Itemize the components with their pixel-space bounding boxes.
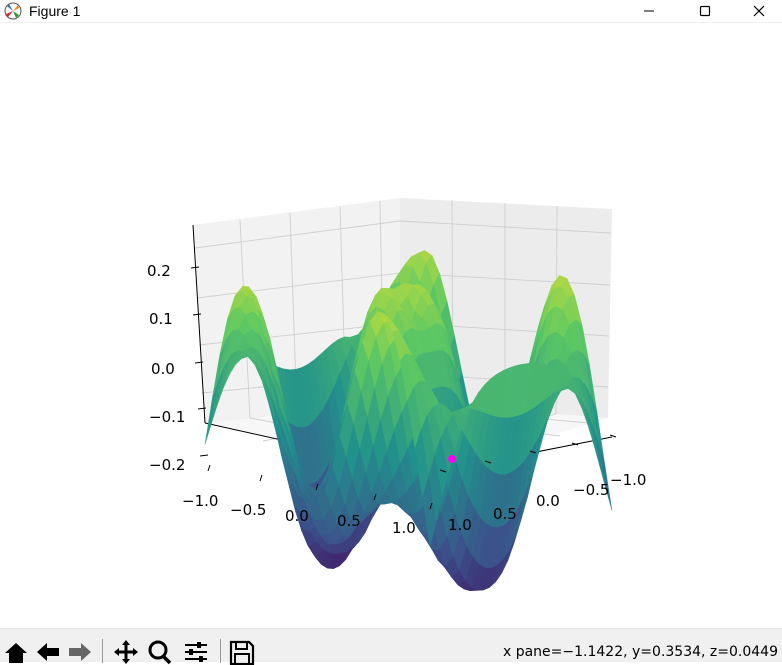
tick-mark	[571, 442, 579, 446]
minimize-button[interactable]	[626, 0, 672, 22]
surface-mesh	[204, 250, 613, 591]
tick-mark	[192, 313, 202, 316]
window-title: Figure 1	[29, 3, 81, 19]
z-tick-label: −0.1	[149, 408, 185, 426]
minimize-icon	[644, 10, 654, 12]
zoom-icon[interactable]	[146, 639, 174, 665]
surface-plot[interactable]: 0.2 0.1 0.0 −0.1 −0.2 −1.0 −0.5 0.0 0.5 …	[0, 23, 782, 627]
maximize-icon	[699, 5, 711, 17]
title-bar: Figure 1	[0, 0, 782, 23]
status-readout: x pane=−1.1422, y=0.3534, z=0.0449	[502, 644, 778, 660]
tick-mark	[429, 502, 433, 510]
x-tick-label: −1.0	[182, 492, 218, 510]
tick-mark	[315, 483, 319, 491]
y-tick-label: −0.5	[573, 481, 609, 499]
navigation-toolbar: x pane=−1.1422, y=0.3534, z=0.0449	[0, 628, 782, 665]
figure-canvas[interactable]: 0.2 0.1 0.0 −0.1 −0.2 −1.0 −0.5 0.0 0.5 …	[0, 23, 782, 627]
close-icon	[753, 5, 765, 17]
x-tick-label: 0.5	[337, 512, 361, 530]
y-tick-label: 0.0	[536, 492, 560, 510]
surface-facet	[422, 476, 437, 547]
tick-mark	[373, 493, 377, 501]
x-tick-label: 1.0	[392, 519, 416, 537]
z-tick-label: 0.1	[149, 310, 173, 328]
toolbar-separator	[220, 639, 221, 663]
back-icon[interactable]	[34, 639, 62, 665]
tick-mark	[194, 361, 204, 364]
y-tick-label: 0.5	[493, 505, 517, 523]
tick-mark	[190, 266, 200, 269]
tick-mark	[484, 460, 492, 464]
tick-marks	[190, 266, 617, 510]
tick-mark	[529, 450, 537, 454]
x-tick-label: 0.0	[285, 507, 309, 525]
pan-icon[interactable]	[112, 639, 140, 665]
tick-mark	[207, 464, 211, 472]
y-tick-label: 1.0	[448, 516, 472, 534]
x-tick-label: −0.5	[230, 501, 266, 519]
tick-mark	[609, 434, 617, 438]
forward-icon[interactable]	[66, 639, 94, 665]
tick-mark	[197, 407, 207, 410]
close-button[interactable]	[736, 0, 782, 22]
tick-mark	[259, 474, 263, 482]
z-tick-label: −0.2	[149, 456, 185, 474]
configure-icon[interactable]	[182, 639, 210, 665]
save-icon[interactable]	[228, 639, 256, 665]
toolbar-separator	[102, 639, 103, 663]
tick-mark	[199, 454, 209, 457]
z-tick-label: 0.0	[151, 360, 175, 378]
y-tick-label: −1.0	[610, 471, 646, 489]
home-icon[interactable]	[2, 639, 30, 665]
matplotlib-icon	[4, 2, 22, 20]
z-tick-label: 0.2	[147, 262, 171, 280]
maximize-button[interactable]	[682, 0, 728, 22]
highlight-point[interactable]	[448, 455, 456, 463]
tick-mark	[439, 469, 447, 473]
